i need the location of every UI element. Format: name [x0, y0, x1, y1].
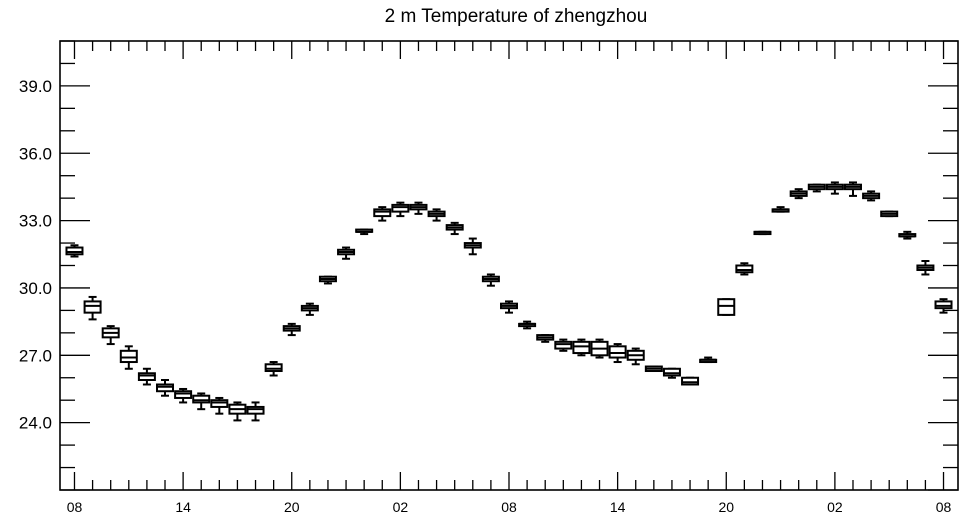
- box-plot-item: [717, 298, 736, 316]
- box: [662, 367, 681, 377]
- y-tick-label: 33.0: [19, 212, 52, 231]
- box-plot-item: [355, 228, 374, 236]
- box-plot-item: [536, 334, 555, 343]
- box: [119, 349, 138, 364]
- box-plot-item: [753, 230, 772, 236]
- y-tick-label: 24.0: [19, 414, 52, 433]
- box-plot-item: [898, 230, 917, 240]
- boxes-layer: [65, 181, 953, 422]
- box-plot-item: [608, 343, 627, 364]
- box-plot-item: [65, 244, 84, 258]
- box-plot-item: [409, 201, 428, 215]
- box-plot-item: [373, 206, 392, 222]
- chart-title: 2 m Temperature of zhengzhou: [385, 6, 648, 27]
- box: [264, 363, 283, 373]
- box-plot-item: [644, 365, 663, 373]
- box: [137, 372, 156, 381]
- box-plot-item: [735, 262, 754, 276]
- x-tick-label: 08: [67, 499, 83, 515]
- y-tick-label: 36.0: [19, 144, 52, 163]
- box-plot-item: [282, 322, 301, 337]
- box-plot-item: [337, 246, 356, 260]
- box-plot-item: [843, 181, 862, 197]
- x-tick-label: 02: [827, 499, 843, 515]
- y-tick-label: 27.0: [19, 346, 52, 365]
- axes-layer: 24.0 27.0 30.0 33.0 36.0 39.0 08 14 20 02 08 14 20 02…: [19, 40, 958, 515]
- plot-frame: [59, 40, 959, 491]
- box-plot-item: [463, 237, 482, 256]
- box-plot-item: [862, 190, 881, 202]
- box: [554, 340, 573, 350]
- box-plot-item: [518, 320, 537, 330]
- box-plot-item: [807, 183, 826, 193]
- box-plot-item: [880, 210, 899, 218]
- box: [246, 405, 265, 415]
- box-plot-item: [916, 260, 935, 276]
- box-plot-item: [445, 221, 464, 236]
- box-plot-item: [934, 298, 953, 314]
- box-plot-item: [699, 356, 718, 364]
- y-tick-label: 39.0: [19, 77, 52, 96]
- box: [934, 300, 953, 310]
- x-tick-label: 08: [501, 499, 517, 515]
- box: [210, 399, 229, 408]
- box: [156, 383, 175, 393]
- box-plot-item: [391, 201, 410, 218]
- box-plot-item: [192, 392, 211, 411]
- box-plot-item: [626, 347, 645, 366]
- box: [608, 345, 627, 359]
- box-plot-item: [174, 387, 193, 404]
- box-plot-item: [228, 401, 247, 422]
- box-plot-item: [500, 300, 518, 314]
- box: [83, 300, 102, 314]
- box-plot-item: [681, 376, 700, 386]
- box-plot-item: [554, 338, 573, 352]
- box-plot-item: [318, 275, 337, 285]
- box-plot-item: [137, 367, 156, 386]
- x-tick-label: 20: [284, 499, 300, 515]
- box-plot-item: [264, 361, 283, 377]
- x-tick-label: 08: [936, 499, 952, 515]
- box-plot-item: [590, 338, 609, 359]
- box: [681, 376, 700, 386]
- box-plot-item: [481, 273, 500, 287]
- x-tick-label: 02: [393, 499, 409, 515]
- y-tick-label: 30.0: [19, 279, 52, 298]
- box: [192, 394, 211, 404]
- box: [373, 208, 392, 218]
- x-tick-label: 14: [175, 499, 191, 515]
- box-plot-item: [771, 206, 790, 213]
- box-plot-item: [210, 396, 229, 415]
- box-plot-item: [825, 181, 844, 195]
- box: [717, 298, 736, 316]
- box-plot-item: [83, 295, 102, 321]
- box: [572, 340, 591, 355]
- x-tick-label: 20: [718, 499, 734, 515]
- box-plot-item: [300, 302, 319, 316]
- box-plot-item: [427, 208, 446, 222]
- box-plot-item: [156, 378, 175, 397]
- box: [65, 246, 84, 256]
- box: [735, 264, 754, 274]
- x-tick-label: 14: [610, 499, 626, 515]
- box-plot-item: [246, 401, 265, 422]
- box-plot-item: [572, 338, 591, 357]
- box: [391, 203, 410, 213]
- box-plot-item: [101, 325, 120, 346]
- box-plot-item: [119, 345, 138, 370]
- box-plot-item: [662, 367, 681, 379]
- box-plot-item: [789, 188, 808, 200]
- box: [174, 390, 193, 399]
